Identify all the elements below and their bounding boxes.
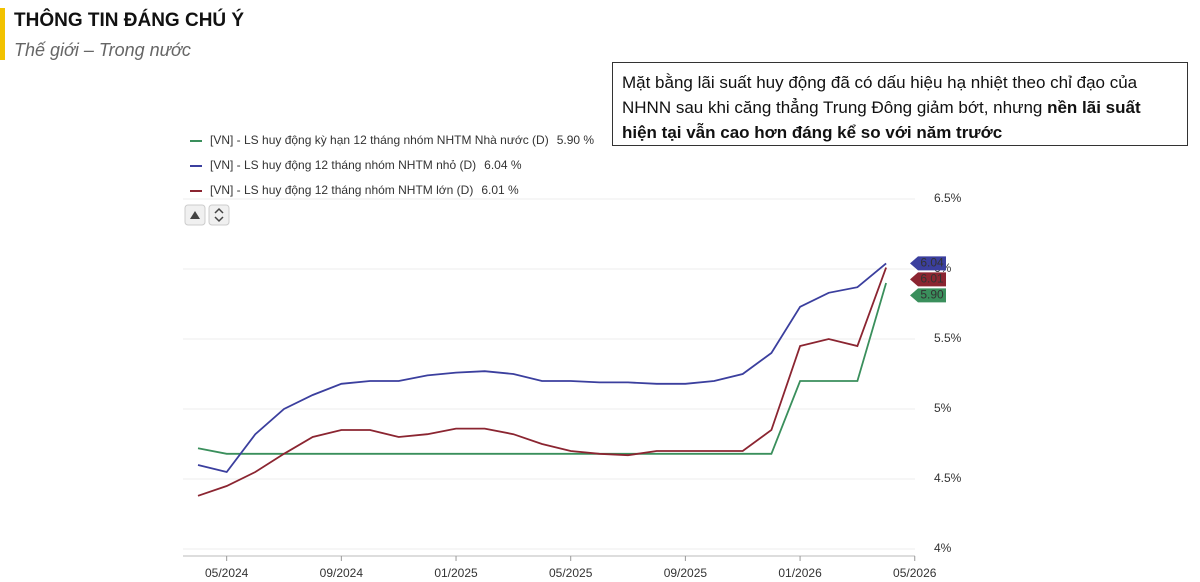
x-tick-label: 01/2025 <box>434 566 478 580</box>
series-line <box>197 282 887 455</box>
annotation-bold: nền lãi suất hiện tại vẫn cao hơn đáng k… <box>622 98 1141 142</box>
icon <box>190 211 200 219</box>
legend-value: 6.01 % <box>481 183 519 197</box>
x-tick-label: 09/2025 <box>664 566 708 580</box>
series-line <box>197 262 887 474</box>
end-tag-label: 6.04 <box>920 256 944 270</box>
y-tick-label: 5% <box>934 401 952 415</box>
x-tick-label: 01/2026 <box>778 566 822 580</box>
annotation-text: Mặt bằng lãi suất huy động đã có dấu hiệ… <box>622 73 1138 117</box>
annotation: Mặt bằng lãi suất huy động đã có dấu hiệ… <box>612 62 1188 146</box>
end-tag-label: 5.90 <box>920 288 944 302</box>
page-title: THÔNG TIN ĐÁNG CHÚ Ý <box>14 10 245 31</box>
end-tag <box>910 288 946 303</box>
end-tag-label: 6.01 <box>920 272 944 286</box>
legend-value: 6.04 % <box>484 158 522 172</box>
accent-bar <box>0 8 5 60</box>
y-tick-label: 6.5% <box>934 191 962 205</box>
y-tick-label: 5.5% <box>934 331 962 345</box>
legend-label: [VN] - LS huy động kỳ hạn 12 tháng nhóm … <box>210 133 549 147</box>
x-tick-label: 05/2025 <box>549 566 593 580</box>
end-tag <box>910 256 946 271</box>
y-tick-label: 4.5% <box>934 471 962 485</box>
scale-button[interactable] <box>208 204 230 226</box>
icon <box>214 207 224 223</box>
x-tick-label: 09/2024 <box>320 566 364 580</box>
x-tick-label: 05/2026 <box>893 566 937 580</box>
page-subtitle: Thế giới – Trong nước <box>14 40 191 60</box>
x-tick-label: 05/2024 <box>205 566 249 580</box>
y-tick-label: 4% <box>934 541 952 555</box>
legend-label: [VN] - LS huy động 12 tháng nhóm NHTM lớ… <box>210 183 473 197</box>
end-tag <box>910 272 946 287</box>
legend-value: 5.90 % <box>557 133 595 147</box>
series-line <box>197 267 887 497</box>
legend-label: [VN] - LS huy động 12 tháng nhóm NHTM nh… <box>210 158 476 172</box>
